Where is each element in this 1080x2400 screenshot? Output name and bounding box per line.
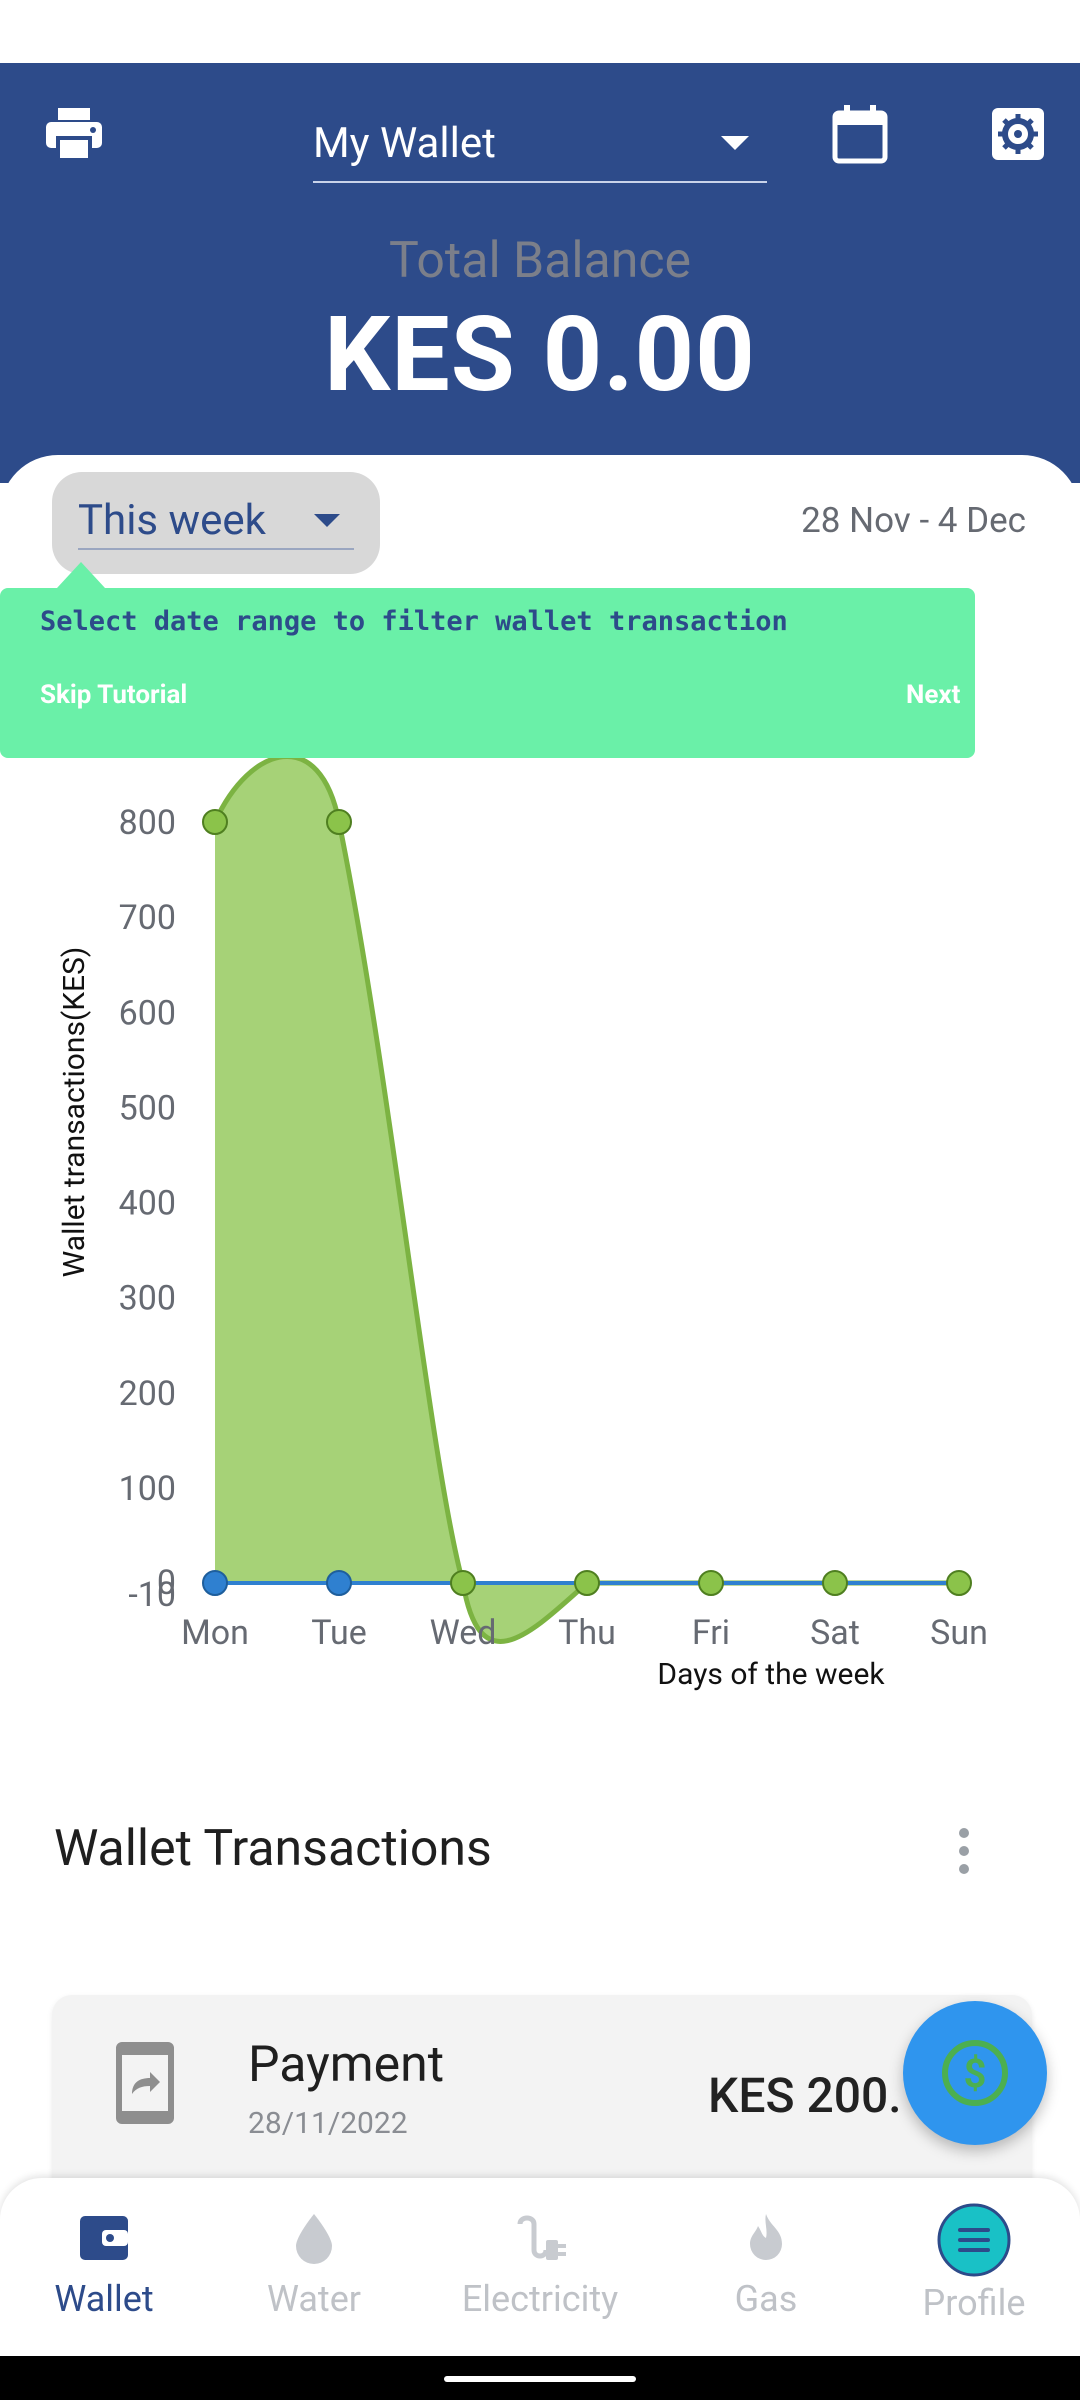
status-bar [0, 0, 1080, 63]
chevron-down-icon [721, 136, 749, 150]
nav-profile[interactable]: Profile [874, 2203, 1074, 2324]
transaction-date: 28/11/2022 [248, 2106, 408, 2141]
date-range-dropdown[interactable]: This week [52, 472, 380, 574]
transaction-type: Payment [248, 2036, 445, 2094]
date-range-dropdown-label: This week [78, 495, 266, 545]
calendar-icon[interactable] [828, 100, 892, 168]
balance-label: Total Balance [388, 232, 692, 290]
skip-tutorial-button[interactable]: Skip Tutorial [40, 680, 188, 710]
y-tick-label: 700 [119, 898, 176, 938]
wallet-header [0, 63, 1080, 483]
balance-value: KES 0.00 [324, 295, 756, 416]
x-tick-label: Sat [810, 1613, 860, 1653]
x-tick-label: Sun [930, 1613, 988, 1653]
menu-icon [937, 2203, 1011, 2277]
data-point-blue [326, 1570, 352, 1596]
y-axis-title: Wallet transactions(KES) [57, 947, 92, 1278]
x-tick-label: Fri [692, 1613, 730, 1653]
more-options-icon[interactable] [950, 1824, 978, 1880]
pay-fab-button[interactable]: $ [903, 2001, 1047, 2145]
wallet-dropdown-label: My Wallet [313, 118, 496, 168]
y-tick-label: 500 [119, 1088, 176, 1128]
nav-electricity[interactable]: Electricity [440, 2210, 640, 2320]
print-icon[interactable] [40, 100, 108, 168]
y-tick-label: 0 [157, 1563, 176, 1603]
water-drop-icon [296, 2214, 332, 2264]
flame-icon [750, 2214, 782, 2260]
y-tick-label: 100 [119, 1469, 176, 1509]
series-line-green [212, 753, 959, 1644]
nav-water[interactable]: Water [214, 2210, 414, 2320]
svg-text:$: $ [964, 2050, 987, 2097]
x-tick-label: Mon [181, 1613, 249, 1653]
y-tick-label: 800 [119, 803, 176, 843]
nav-label: Electricity [461, 2278, 619, 2320]
bottom-navigation [0, 2178, 1080, 2356]
date-range-text: 28 Nov - 4 Dec [801, 500, 1026, 541]
data-point-green [698, 1570, 724, 1596]
tutorial-message: Select date range to filter wallet trans… [40, 606, 788, 637]
series-area-green [215, 756, 959, 1642]
data-point-green [574, 1570, 600, 1596]
nav-label: Water [266, 2278, 361, 2320]
y-tick-label: 200 [119, 1374, 176, 1414]
settings-icon[interactable] [988, 104, 1048, 164]
nav-label: Wallet [54, 2278, 154, 2320]
y-tick-label: 400 [119, 1184, 176, 1224]
x-tick-label: Thu [558, 1613, 616, 1653]
data-point-green [946, 1570, 972, 1596]
gesture-handle[interactable] [444, 2376, 636, 2382]
dollar-icon: $ [942, 2040, 1008, 2106]
data-point-green [326, 809, 352, 835]
tutorial-tooltip [0, 588, 975, 758]
transaction-amount: KES 200. [708, 2067, 902, 2124]
y-tick-label: -10 [128, 1575, 176, 1615]
data-point-blue [202, 1570, 228, 1596]
x-tick-label: Tue [311, 1613, 366, 1653]
section-title: Wallet Transactions [54, 1820, 492, 1878]
chevron-down-icon [314, 513, 340, 527]
data-point-green [450, 1570, 476, 1596]
plug-icon [517, 2215, 566, 2260]
y-tick-label: 600 [119, 993, 176, 1033]
wallet-icon [80, 2216, 128, 2260]
tooltip-pointer [57, 562, 105, 588]
wallet-transactions-chart: Wallet transactions(KES) 800 700 600 500 400 3… [57, 753, 988, 1692]
wallet-dropdown[interactable]: My Wallet [313, 105, 767, 183]
nav-label: Gas [734, 2278, 798, 2320]
next-button[interactable]: Next [906, 680, 961, 710]
data-point-green [822, 1570, 848, 1596]
y-tick-label: 300 [119, 1279, 176, 1319]
data-point-green [202, 809, 228, 835]
nav-wallet[interactable]: Wallet [4, 2210, 204, 2320]
nav-gas[interactable]: Gas [666, 2210, 866, 2320]
x-axis-title: Days of the week [657, 1657, 885, 1692]
x-tick-label: Wed [430, 1613, 497, 1653]
payment-icon [116, 2042, 174, 2124]
nav-label: Profile [922, 2282, 1026, 2324]
